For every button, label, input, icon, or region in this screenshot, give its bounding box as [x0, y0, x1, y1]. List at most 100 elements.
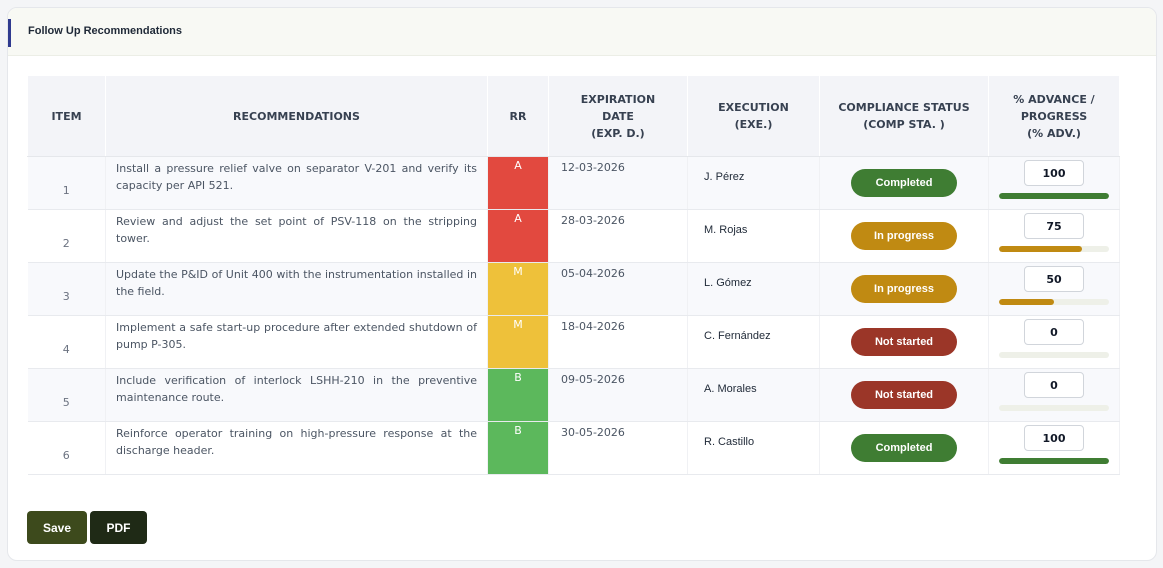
table-row: 1 Install a pressure relief valve on sepa… — [27, 156, 1120, 210]
status-badge: Completed — [851, 169, 957, 197]
cell-compliance-status: Not started — [819, 368, 989, 422]
col-header-progress-line: % ADVANCE / — [1013, 92, 1095, 106]
col-header-execution-line: (EXE.) — [734, 118, 773, 131]
cell-recommendation: Update the P&ID of Unit 400 with the ins… — [105, 262, 488, 316]
cell-execution: L. Gómez — [687, 262, 820, 316]
col-header-compliance-line: COMPLIANCE STATUS — [838, 101, 970, 114]
progress-bar — [999, 299, 1109, 305]
col-header-progress-line: (% ADV.) — [1027, 126, 1081, 140]
cell-progress — [988, 315, 1120, 369]
progress-bar-fill — [999, 458, 1109, 464]
cell-expiration-date: 28-03-2026 — [548, 209, 688, 263]
progress-bar-fill — [999, 193, 1109, 199]
cell-item: 1 — [27, 156, 106, 210]
cell-item: 6 — [27, 421, 106, 475]
execution-name: M. Rojas — [704, 224, 748, 236]
col-header-compliance: COMPLIANCE STATUS (COMP STA. ) — [819, 75, 989, 157]
cell-rr: A — [487, 156, 549, 210]
col-header-expiration: EXPIRATION DATE (EXP. D.) — [548, 75, 688, 157]
table-header-row: ITEM RECOMMENDATIONS RR EXPIRATION DATE … — [27, 75, 1120, 157]
progress-input[interactable] — [1024, 425, 1084, 451]
header-accent-bar — [8, 19, 11, 47]
cell-compliance-status: Completed — [819, 421, 989, 475]
cell-recommendation: Review and adjust the set point of PSV-1… — [105, 209, 488, 263]
col-header-progress: % ADVANCE / PROGRESS (% ADV.) — [988, 75, 1120, 157]
table-row: 5 Include verification of interlock LSHH-… — [27, 368, 1120, 422]
col-header-compliance-line: (COMP STA. ) — [863, 118, 945, 131]
progress-bar — [999, 352, 1109, 358]
cell-progress — [988, 368, 1120, 422]
table-row: 6 Reinforce operator training on high-pre… — [27, 421, 1120, 475]
execution-name: J. Pérez — [704, 171, 745, 183]
cell-recommendation: Install a pressure relief valve on separ… — [105, 156, 488, 210]
status-badge: Not started — [851, 328, 957, 356]
cell-rr: B — [487, 368, 549, 422]
progress-bar-fill — [999, 299, 1054, 305]
table-row: 2 Review and adjust the set point of PSV-… — [27, 209, 1120, 263]
save-button[interactable]: Save — [27, 511, 87, 544]
cell-expiration-date: 30-05-2026 — [548, 421, 688, 475]
cell-rr: B — [487, 421, 549, 475]
execution-name: C. Fernández — [704, 330, 771, 342]
pdf-button[interactable]: PDF — [90, 511, 147, 544]
status-badge: Not started — [851, 381, 957, 409]
cell-recommendation: Reinforce operator training on high-pres… — [105, 421, 488, 475]
cell-execution: A. Morales — [687, 368, 820, 422]
status-badge: In progress — [851, 222, 957, 250]
card-header: Follow Up Recommendations — [8, 8, 1156, 56]
col-header-progress-line: PROGRESS — [1020, 109, 1088, 123]
col-header-rr: RR — [487, 75, 549, 157]
follow-up-card: Follow Up Recommendations ITEM RECOMMEND… — [7, 7, 1157, 561]
page-title: Follow Up Recommendations — [28, 25, 183, 37]
progress-bar-fill — [999, 246, 1082, 252]
cell-compliance-status: Completed — [819, 156, 989, 210]
col-header-recommendations: RECOMMENDATIONS — [105, 75, 488, 157]
cell-recommendation: Include verification of interlock LSHH-2… — [105, 368, 488, 422]
cell-expiration-date: 05-04-2026 — [548, 262, 688, 316]
cell-rr: M — [487, 315, 549, 369]
cell-item: 5 — [27, 368, 106, 422]
status-badge: In progress — [851, 275, 957, 303]
recommendations-table: ITEM RECOMMENDATIONS RR EXPIRATION DATE … — [27, 75, 1120, 475]
cell-item: 3 — [27, 262, 106, 316]
progress-bar — [999, 458, 1109, 464]
progress-input[interactable] — [1024, 213, 1084, 239]
status-badge: Completed — [851, 434, 957, 462]
col-header-expiration-line: EXPIRATION — [580, 92, 656, 106]
cell-execution: R. Castillo — [687, 421, 820, 475]
cell-execution: M. Rojas — [687, 209, 820, 263]
cell-item: 2 — [27, 209, 106, 263]
progress-bar — [999, 246, 1109, 252]
col-header-execution: EXECUTION (EXE.) — [687, 75, 820, 157]
cell-expiration-date: 09-05-2026 — [548, 368, 688, 422]
cell-progress — [988, 209, 1120, 263]
col-header-item: ITEM — [27, 75, 106, 157]
col-header-execution-line: EXECUTION — [718, 101, 789, 114]
progress-bar — [999, 193, 1109, 199]
execution-name: L. Gómez — [704, 277, 752, 289]
progress-input[interactable] — [1024, 372, 1084, 398]
cell-progress — [988, 421, 1120, 475]
table-row: 3 Update the P&ID of Unit 400 with the in… — [27, 262, 1120, 316]
cell-item: 4 — [27, 315, 106, 369]
cell-rr: A — [487, 209, 549, 263]
col-header-expiration-line: DATE — [602, 109, 634, 123]
col-header-expiration-line: (EXP. D.) — [591, 126, 645, 140]
cell-recommendation: Implement a safe start-up procedure afte… — [105, 315, 488, 369]
cell-execution: J. Pérez — [687, 156, 820, 210]
cell-progress — [988, 262, 1120, 316]
table-row: 4 Implement a safe start-up procedure aft… — [27, 315, 1120, 369]
cell-progress — [988, 156, 1120, 210]
execution-name: R. Castillo — [704, 436, 755, 448]
cell-rr: M — [487, 262, 549, 316]
cell-expiration-date: 12-03-2026 — [548, 156, 688, 210]
cell-compliance-status: In progress — [819, 262, 989, 316]
execution-name: A. Morales — [704, 383, 757, 395]
cell-compliance-status: In progress — [819, 209, 989, 263]
progress-bar — [999, 405, 1109, 411]
cell-expiration-date: 18-04-2026 — [548, 315, 688, 369]
progress-input[interactable] — [1024, 319, 1084, 345]
cell-execution: C. Fernández — [687, 315, 820, 369]
progress-input[interactable] — [1024, 160, 1084, 186]
progress-input[interactable] — [1024, 266, 1084, 292]
